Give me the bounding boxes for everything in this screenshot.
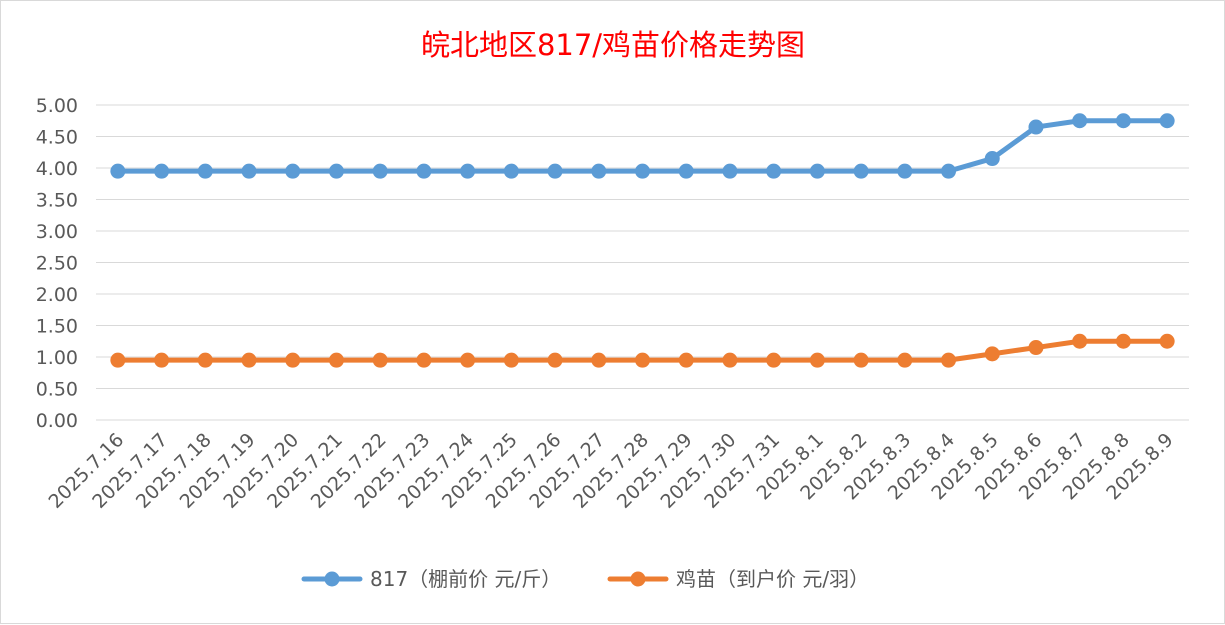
data-point: [416, 352, 432, 368]
y-tick-label: 4.00: [36, 158, 78, 180]
data-point: [241, 163, 257, 179]
legend-swatch-marker: [324, 571, 340, 587]
data-point: [853, 163, 869, 179]
y-tick-label: 3.50: [36, 190, 78, 212]
y-axis-ticks: 0.00 0.50 1.00 1.50 2.00 2.50 3.00 3.50 4.00 4.50…: [36, 95, 78, 432]
legend-swatch-marker: [630, 571, 646, 587]
data-point: [1159, 113, 1175, 129]
data-point: [766, 352, 782, 368]
data-point: [197, 352, 213, 368]
data-point: [503, 352, 519, 368]
data-point: [941, 163, 957, 179]
data-point: [460, 352, 476, 368]
legend-item-1: 817（棚前价 元/斤）: [301, 567, 561, 591]
data-point: [372, 163, 388, 179]
data-point: [635, 352, 650, 368]
data-point: [241, 352, 257, 368]
series-layer: [110, 113, 1175, 368]
data-point: [722, 163, 738, 179]
data-point: [722, 352, 738, 368]
legend: 817（棚前价 元/斤） 鸡苗（到户价 元/羽）: [301, 567, 869, 591]
data-point: [897, 163, 913, 179]
y-tick-label: 1.50: [36, 316, 78, 338]
data-point: [154, 352, 170, 368]
data-point: [809, 352, 825, 368]
data-point: [285, 163, 301, 179]
data-point: [460, 163, 476, 179]
data-point: [110, 163, 126, 179]
data-point: [197, 163, 213, 179]
legend-item-2: 鸡苗（到户价 元/羽）: [607, 567, 869, 591]
data-point: [503, 163, 519, 179]
y-tick-label: 2.00: [36, 284, 78, 306]
y-tick-label: 2.50: [36, 253, 78, 275]
data-point: [1072, 333, 1088, 349]
data-point: [809, 163, 825, 179]
data-point: [1028, 119, 1044, 135]
y-tick-label: 4.50: [36, 127, 78, 149]
data-point: [853, 352, 869, 368]
series-1: [110, 113, 1175, 179]
y-tick-label: 5.00: [36, 95, 78, 117]
y-tick-label: 1.00: [36, 347, 78, 369]
x-axis-ticks: 2025.7.162025.7.172025.7.182025.7.192025…: [44, 429, 1177, 513]
data-point: [897, 352, 913, 368]
data-point: [372, 352, 388, 368]
series-2: [110, 333, 1175, 368]
chart-title: 皖北地区817/鸡苗价格走势图: [421, 28, 805, 62]
data-point: [285, 352, 301, 368]
data-point: [328, 352, 344, 368]
data-point: [1115, 333, 1131, 349]
data-point: [547, 163, 563, 179]
data-point: [591, 352, 607, 368]
y-tick-label: 0.00: [36, 410, 78, 432]
y-tick-label: 0.50: [36, 379, 78, 401]
data-point: [416, 163, 432, 179]
data-point: [984, 346, 1000, 362]
data-point: [678, 163, 694, 179]
data-point: [1159, 333, 1175, 349]
series-line: [115, 118, 1170, 174]
data-point: [154, 163, 170, 179]
data-point: [547, 352, 563, 368]
data-point: [591, 163, 607, 179]
legend-label: 817（棚前价 元/斤）: [370, 567, 561, 591]
data-point: [110, 352, 126, 368]
grid-layer: [96, 104, 1189, 421]
data-point: [766, 163, 782, 179]
data-point: [635, 163, 650, 179]
y-tick-label: 3.00: [36, 221, 78, 243]
data-point: [1072, 113, 1088, 129]
data-point: [328, 163, 344, 179]
data-point: [1115, 113, 1131, 129]
legend-label: 鸡苗（到户价 元/羽）: [676, 567, 869, 591]
data-point: [1028, 340, 1044, 356]
data-point: [941, 352, 957, 368]
data-point: [678, 352, 694, 368]
data-point: [984, 151, 1000, 167]
